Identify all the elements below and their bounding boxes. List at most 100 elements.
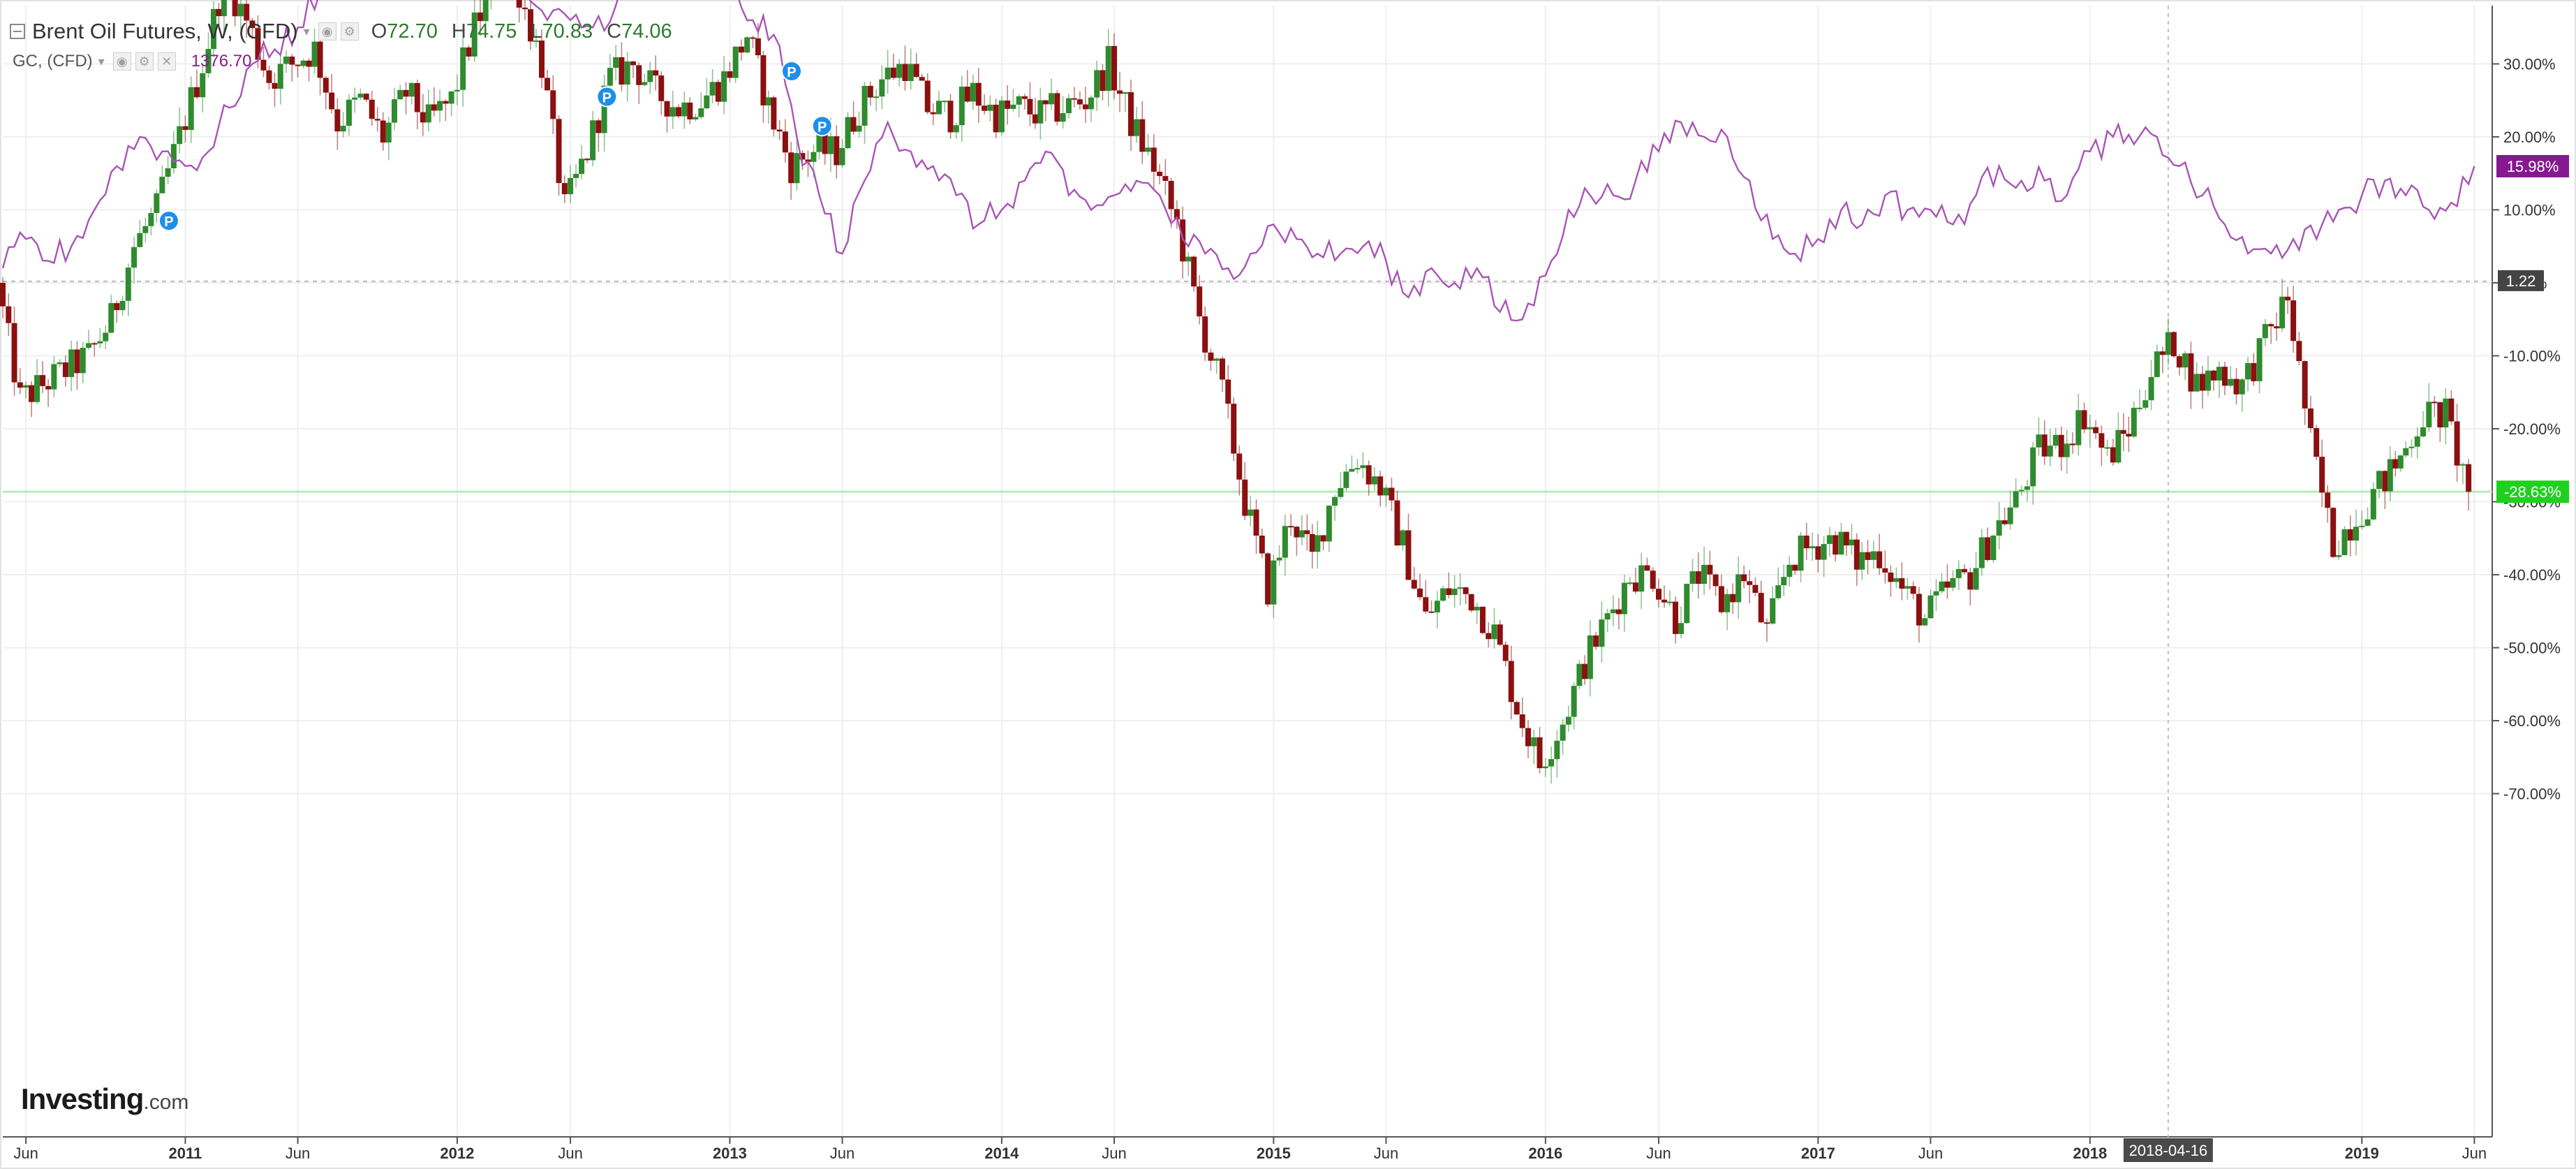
candle-body [1537, 737, 1543, 769]
candle-body [805, 159, 811, 162]
candle-body [2148, 376, 2154, 401]
candle-body [1939, 581, 1945, 591]
candle-body [1650, 571, 1656, 589]
candle-body [982, 105, 988, 111]
candle-body [930, 112, 936, 115]
candle-body [1423, 597, 1429, 612]
candle-body [466, 47, 472, 57]
candle-body [1843, 531, 1849, 546]
time-tick-label: 2015 [1257, 1145, 1291, 1162]
time-tick-label: Jun [286, 1145, 310, 1162]
candle-body [1294, 527, 1300, 538]
candle-body [2370, 489, 2376, 520]
gear-icon[interactable]: ⚙ [340, 22, 359, 41]
time-tick-label: Jun [830, 1145, 854, 1162]
candle-body [1094, 70, 1100, 98]
grid-lines [3, 6, 2492, 1137]
candle-body [544, 78, 550, 91]
candle-body [890, 67, 896, 78]
candle-body [131, 247, 138, 268]
candle-body [1005, 100, 1011, 109]
time-tick-label: 2017 [1801, 1145, 1835, 1162]
candle-body [1037, 100, 1044, 124]
candle-body [750, 37, 756, 39]
time-tick-label: 2019 [2345, 1145, 2379, 1162]
candle-body [2182, 353, 2189, 368]
candle-body [340, 126, 346, 132]
event-marker[interactable]: P [780, 60, 802, 82]
candle-body [1967, 572, 1974, 590]
event-marker[interactable]: P [596, 86, 618, 108]
candle-body [2087, 427, 2093, 429]
candle-body [1893, 578, 1900, 582]
candle-body [1271, 560, 1277, 605]
compare-gear-icon[interactable]: ⚙ [135, 52, 154, 71]
chevron-down-icon[interactable]: ▾ [303, 24, 310, 38]
open-readout: O72.70 [371, 20, 438, 43]
candle-body [2052, 434, 2059, 446]
main-symbol-title[interactable]: Brent Oil Futures, W, (CFD) [32, 19, 298, 43]
candle-body [62, 362, 68, 377]
candle-body [1225, 379, 1231, 404]
candle-body [1770, 598, 1776, 624]
event-marker-label: P [164, 214, 173, 230]
event-marker[interactable]: P [811, 115, 833, 137]
candle-body [1417, 588, 1423, 598]
candle-body [958, 87, 965, 126]
main-last-badge: -28.63% [2496, 480, 2569, 503]
candle-body [165, 168, 171, 177]
candle-body [2408, 446, 2415, 448]
candle-body [1821, 543, 1827, 560]
candle-body [277, 64, 283, 89]
candle-body [687, 102, 693, 119]
candle-body [850, 117, 857, 132]
candle-body [1332, 497, 1338, 506]
compare-symbol-title[interactable]: GC, (CFD) [13, 52, 93, 71]
candle-body [91, 343, 98, 345]
candle-body [1298, 530, 1305, 538]
candle-body [1383, 487, 1389, 496]
event-marker-label: P [817, 119, 827, 135]
eye-icon[interactable]: ◉ [318, 22, 336, 41]
candle-body [1741, 574, 1747, 582]
candle-body [2466, 464, 2472, 492]
candle-body [896, 64, 903, 78]
candle-body [2018, 490, 2024, 492]
candle-body [1032, 114, 1038, 124]
candle-body [993, 104, 999, 133]
candle-body [1474, 606, 1480, 611]
time-tick-label: Jun [558, 1145, 582, 1162]
compare-eye-icon[interactable]: ◉ [112, 52, 131, 71]
candle-body [2233, 378, 2240, 395]
close-icon[interactable]: ✕ [157, 52, 176, 71]
candle-body [2359, 525, 2365, 527]
candle-body [1593, 635, 1599, 647]
compare-chevron-down-icon[interactable]: ▾ [98, 54, 105, 68]
candle-body [1712, 574, 1719, 587]
compare-last-badge-text: 15.98% [2507, 158, 2559, 175]
candle-body [1446, 588, 1452, 596]
candle-body [1803, 535, 1809, 549]
candle-body [867, 85, 873, 98]
candle-body [799, 153, 806, 160]
candle-body [595, 120, 602, 133]
candle-body [1962, 568, 1968, 573]
candle-body [2426, 402, 2432, 427]
candle-body [1145, 147, 1151, 152]
candle-body [1463, 587, 1469, 594]
candle-body [210, 8, 216, 50]
candle-body [1882, 568, 1888, 573]
candle-body [607, 68, 613, 86]
candle-body [816, 134, 822, 152]
candle-body [45, 385, 52, 390]
candle-body [1213, 358, 1220, 361]
time-tick-label: Jun [2462, 1145, 2487, 1162]
candle-body [1168, 181, 1174, 209]
compare-last-badge-bg [2496, 155, 2569, 178]
collapse-icon[interactable] [10, 24, 25, 39]
event-marker[interactable]: P [158, 210, 179, 232]
price-tick-label: -70.00% [2503, 786, 2561, 803]
candle-body [2228, 378, 2234, 386]
